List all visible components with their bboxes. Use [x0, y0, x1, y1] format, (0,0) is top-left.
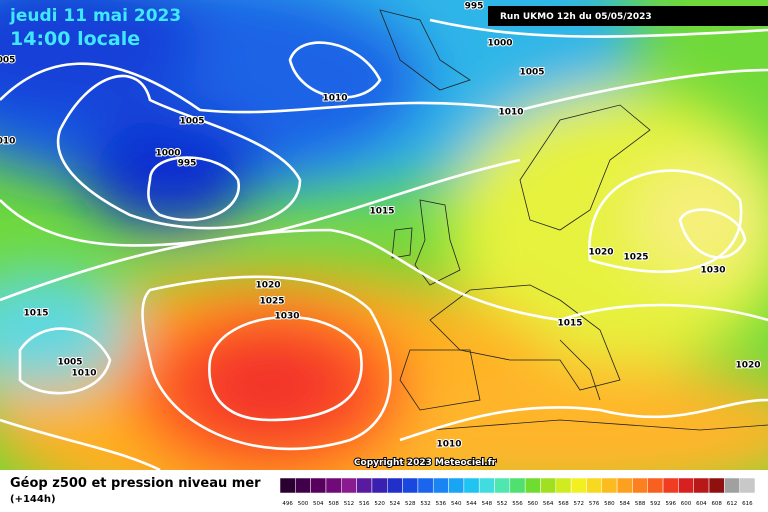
colorbar-label: 532 [420, 501, 431, 507]
colorbar-label: 556 [512, 501, 523, 507]
colorbar-cell [678, 477, 694, 494]
colorbar-label: 588 [635, 501, 646, 507]
colorbar-cell [478, 477, 495, 494]
date: jeudi 11 mai 2023 [9, 6, 181, 26]
colorbar-label: 584 [620, 501, 631, 507]
colorbar-label: 604 [696, 501, 707, 507]
isobar-label: 1010 [436, 440, 461, 450]
isobar-label: 1000 [155, 149, 180, 159]
isobar-label: 1005 [179, 117, 204, 127]
isobar-label: 1005 [57, 358, 82, 368]
isobar-label: 995 [178, 159, 197, 169]
colorbar-label: 560 [528, 501, 539, 507]
colorbar-label: 580 [604, 501, 615, 507]
isobar-label: 1030 [274, 312, 299, 322]
colorbar-label: 616 [742, 501, 753, 507]
colorbar-cell [463, 477, 480, 494]
colorbar-label: 528 [405, 501, 416, 507]
colorbar-cell [356, 477, 373, 494]
isobar-label: 1025 [623, 253, 648, 263]
footer-lead: (+144h) [10, 494, 56, 505]
coastlines [379, 9, 768, 431]
colorbar-label: 508 [328, 501, 339, 507]
colorbar-label: 564 [543, 501, 554, 507]
isobar-label: 1030 [700, 266, 725, 276]
colorbar: 496 500 504 508 512 516 520 524 528 532 536 540 544 5… [279, 477, 756, 507]
run: Run UKMO 12h du 05/05/2023 [500, 12, 652, 22]
isobar-label: 1010 [322, 94, 347, 104]
isobar-label: 1015 [23, 309, 48, 319]
colorbar-cell [540, 477, 557, 494]
colorbar-label: 592 [650, 501, 661, 507]
isobar-label: 1015 [557, 319, 582, 329]
colorbar-label: 596 [665, 501, 676, 507]
colorbar-label: 608 [711, 501, 722, 507]
colorbar-label: 576 [589, 501, 600, 507]
colorbar-cell [448, 477, 465, 494]
colorbar-cell [570, 477, 587, 494]
time: 14:00 locale [10, 28, 140, 50]
colorbar-cell [341, 477, 357, 494]
colorbar-label: 516 [359, 501, 370, 507]
colorbar-cell [555, 477, 572, 494]
colorbar-cell [310, 477, 327, 494]
colorbar-label: 544 [466, 501, 477, 507]
colorbar-cell [325, 477, 342, 494]
colorbar-cell [387, 477, 403, 494]
colorbar-label: 504 [313, 501, 324, 507]
colorbar-cell [524, 477, 541, 494]
colorbar-label: 496 [282, 501, 293, 507]
colorbar-cell [402, 477, 419, 494]
colorbar-label: 612 [727, 501, 738, 507]
isobar-label: 005 [0, 56, 15, 66]
colorbar-label: 552 [497, 501, 508, 507]
isobar-label: 1010 [71, 369, 96, 379]
colorbar-cell [693, 477, 710, 494]
copyright: Copyright 2023 Meteociel.fr [354, 458, 497, 468]
colorbar-cell [632, 477, 648, 494]
colorbar-cell [724, 477, 740, 494]
colorbar-cell [509, 477, 526, 494]
colorbar-cell [616, 477, 633, 494]
colorbar-label: 600 [681, 501, 692, 507]
colorbar-cell [417, 477, 434, 494]
colorbar-cell [432, 477, 449, 494]
colorbar-cell [662, 477, 679, 494]
isobar-label: 1025 [259, 297, 284, 307]
colorbar-cell [601, 477, 618, 494]
colorbar-label: 520 [374, 501, 385, 507]
run-box [488, 6, 768, 26]
colorbar-cell [371, 477, 388, 494]
colorbar-label: 540 [451, 501, 462, 507]
colorbar-cell [708, 477, 725, 494]
isobar-label: 1010 [498, 108, 523, 118]
footer-title: Géop z500 et pression niveau mer [10, 476, 261, 491]
colorbar-label: 536 [436, 501, 447, 507]
colorbar-cell [739, 477, 756, 494]
colorbar-cell [279, 477, 296, 494]
colorbar-label: 500 [298, 501, 309, 507]
isobar-label: 1005 [519, 68, 544, 78]
colorbar-cell [586, 477, 603, 494]
isobars [0, 18, 768, 472]
colorbar-label: 548 [482, 501, 493, 507]
colorbar-cell [647, 477, 664, 494]
isobar-label: 1000 [487, 39, 512, 49]
isobar-label: 995 [465, 2, 484, 12]
isobar-label: 1020 [588, 248, 613, 258]
isobar-label: 1020 [735, 361, 760, 371]
isobar-label: 1020 [255, 281, 280, 291]
isobar-label: 1015 [369, 207, 394, 217]
colorbar-label: 572 [574, 501, 585, 507]
isobar-label: 010 [0, 137, 15, 147]
colorbar-label: 524 [390, 501, 401, 507]
colorbar-label: 512 [344, 501, 355, 507]
colorbar-cell [494, 477, 511, 494]
colorbar-label: 568 [558, 501, 569, 507]
colorbar-cell [295, 477, 311, 494]
